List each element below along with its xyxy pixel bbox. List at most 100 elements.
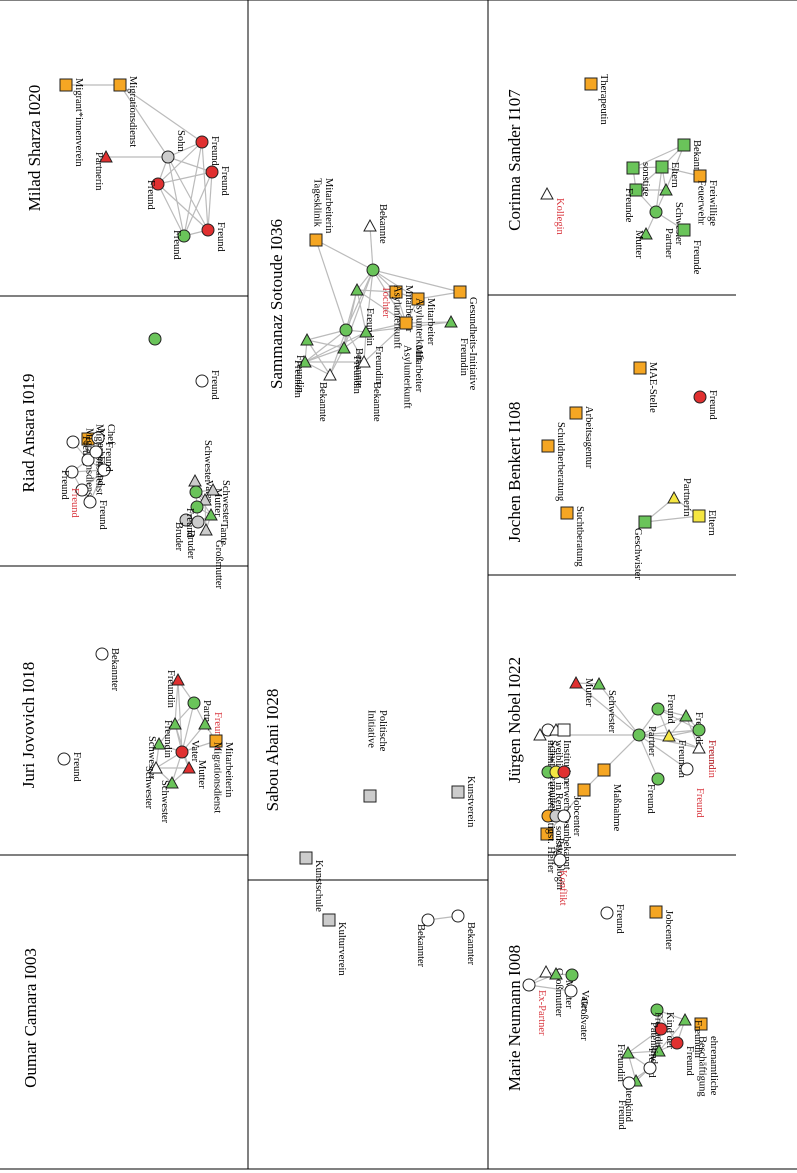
- node-g2: Kunstverein: [451, 776, 476, 828]
- node-marker: [83, 495, 97, 509]
- node-d7: Freund: [59, 465, 79, 500]
- node-label: Freund: [645, 784, 656, 814]
- node-label: Jobcenter: [663, 910, 674, 951]
- network-title: Jochen Benkert I108: [505, 402, 524, 543]
- node-marker: [175, 745, 189, 759]
- node-marker: [592, 676, 606, 690]
- node-label: Tante: [218, 522, 229, 546]
- node-label: Bekannter: [415, 924, 426, 968]
- node-c2: Kollegin: [540, 186, 565, 235]
- node-label: FreiwilligeFeuerwehr: [696, 180, 719, 226]
- node-marker: [152, 736, 166, 750]
- node-b16: Bekannte: [357, 354, 382, 422]
- legend-gender-marker: [557, 723, 571, 737]
- network-title: Sammanaz Sotoude I036: [267, 219, 286, 389]
- node-b2: Bekannte: [363, 204, 388, 244]
- node-marker: [299, 851, 313, 865]
- node-label: Freund: [707, 390, 718, 420]
- edge: [372, 269, 461, 293]
- node-h10: Maßnahme: [597, 763, 622, 832]
- node-h7: Partner: [632, 726, 657, 757]
- node-g6: Bekannter: [451, 909, 476, 966]
- network-title: Corinna Sander I107: [505, 89, 524, 231]
- node-marker: [204, 507, 218, 521]
- node-marker: [59, 78, 73, 92]
- node-label: Bekannte: [371, 382, 382, 422]
- node-marker: [337, 340, 351, 354]
- edge: [665, 144, 685, 191]
- node-marker: [539, 964, 553, 978]
- node-label: Großmutter: [213, 540, 224, 589]
- legend-other-label: inst. Helfer: [545, 826, 556, 874]
- node-a9: Freund: [171, 229, 191, 260]
- node-marker: [622, 1076, 636, 1090]
- node-h11: Jobcenter: [571, 783, 591, 837]
- node-e5: Suchtberatung: [560, 506, 585, 567]
- node-marker: [621, 1045, 635, 1059]
- legend-work-label: erwerbstätig: [545, 782, 556, 835]
- node-d15: Schwester: [206, 480, 231, 524]
- node-label: Therapeutin: [598, 74, 609, 125]
- node-marker: [652, 1043, 666, 1057]
- edge: [528, 984, 572, 992]
- node-label: Schwester: [146, 736, 157, 780]
- node-label: Bekannter: [465, 922, 476, 966]
- node-marker: [650, 1003, 664, 1017]
- node-d5: Freund: [66, 435, 91, 466]
- node-label: Freund: [614, 904, 625, 934]
- legend-gender-label: Institution: [561, 740, 572, 784]
- node-marker: [191, 515, 205, 529]
- node-marker: [300, 332, 314, 346]
- node-h2: Schwester: [592, 676, 617, 734]
- node-j3: Vater: [565, 968, 590, 1013]
- node-g3: Kunstschule: [299, 851, 324, 912]
- node-label: Migrationsdienst: [127, 76, 138, 147]
- node-marker: [363, 789, 377, 803]
- node-d19: Tante: [204, 507, 229, 546]
- node-marker: [168, 716, 182, 730]
- node-marker: [655, 160, 669, 174]
- edge: [174, 679, 179, 725]
- node-marker: [451, 785, 465, 799]
- node-marker: [113, 78, 127, 92]
- node-label: Partner: [646, 726, 657, 757]
- node-marker: [639, 226, 653, 240]
- node-marker: [190, 500, 204, 514]
- node-label: Mutter: [212, 488, 223, 517]
- node-marker: [57, 752, 71, 766]
- node-label: Suchtberatung: [574, 506, 585, 567]
- node-marker: [149, 760, 163, 774]
- node-b5: MitarbeiterAsylunterkunft: [411, 292, 436, 362]
- node-label: Schwester: [606, 690, 617, 734]
- edge: [157, 183, 209, 231]
- node-j9: ehrenamtlicheBeschäftigung: [694, 1017, 719, 1097]
- node-marker: [679, 708, 693, 722]
- edge: [356, 289, 407, 324]
- node-marker: [359, 324, 373, 338]
- node-marker: [205, 165, 219, 179]
- node-f5: Freundin: [198, 712, 223, 751]
- node-marker: [541, 439, 555, 453]
- node-d3: [148, 332, 162, 346]
- node-label: Freund: [665, 694, 676, 724]
- node-f8: Vater: [175, 740, 200, 763]
- node-a2: Migrationsdienst: [113, 76, 138, 147]
- node-label: Großmutter: [553, 968, 564, 1017]
- network-title: Oumar Camara I003: [21, 948, 40, 1088]
- node-marker: [692, 509, 706, 523]
- node-b12: Freundin: [359, 324, 384, 385]
- node-marker: [643, 1061, 657, 1075]
- node-j14: Freundin: [615, 1044, 635, 1083]
- node-d10: [97, 463, 111, 477]
- edge: [638, 734, 688, 770]
- node-f11: Schwester: [159, 775, 179, 824]
- network-n2: Sammanaz Sotoude I036 MitarbeiterinTagesk…: [267, 178, 478, 422]
- legend-gender-label: männlich: [545, 740, 556, 780]
- node-marker: [206, 482, 220, 496]
- node-marker: [399, 316, 413, 330]
- network-title: Riad Ansara I019: [19, 374, 38, 493]
- network-title: Juri Jovovich I018: [19, 662, 38, 789]
- node-f6: Schwester: [146, 736, 166, 780]
- node-marker: [177, 229, 191, 243]
